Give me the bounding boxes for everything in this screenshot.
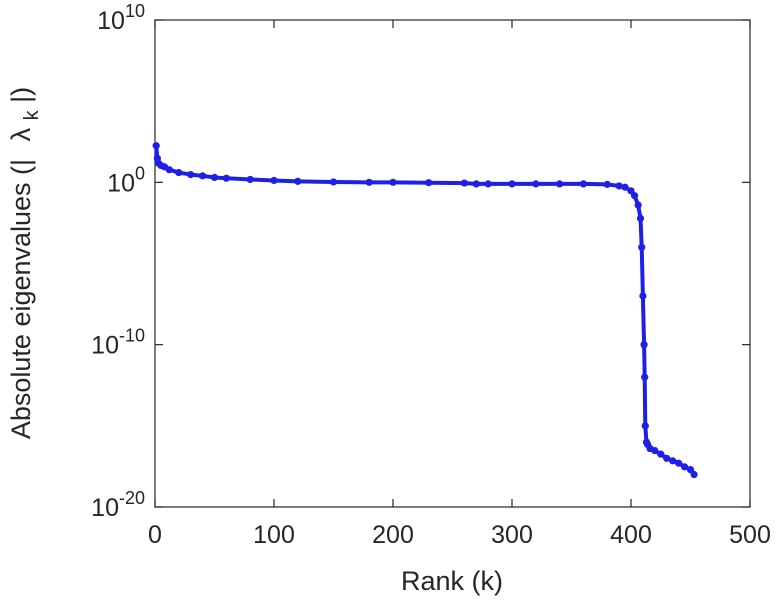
- data-point: [657, 450, 665, 458]
- x-tick-label: 400: [610, 521, 652, 549]
- data-point: [294, 177, 302, 185]
- data-point: [460, 179, 468, 187]
- data-point: [152, 142, 160, 150]
- y-axis-label-symbol: λ: [6, 127, 36, 141]
- data-point: [641, 373, 649, 381]
- x-tick-label: 500: [729, 521, 771, 549]
- data-point: [222, 174, 230, 182]
- y-tick-label: 10-10: [91, 326, 145, 360]
- data-point: [615, 182, 623, 190]
- data-point: [365, 178, 373, 186]
- y-axis-label-subscript: k: [21, 109, 43, 120]
- data-point: [651, 446, 659, 455]
- data-point: [639, 292, 647, 300]
- y-tick-label: 1010: [97, 1, 145, 35]
- x-tick-label: 0: [148, 521, 162, 549]
- data-point: [425, 179, 433, 187]
- data-point: [472, 180, 480, 188]
- data-point: [603, 180, 611, 188]
- plot-frame: [154, 19, 751, 508]
- x-tick-label: 300: [491, 521, 533, 549]
- plot-axes: [154, 19, 751, 508]
- data-point: [199, 172, 207, 180]
- y-axis-label-suffix: |): [6, 87, 36, 103]
- data-point: [329, 178, 338, 186]
- data-point: [621, 183, 629, 191]
- data-point: [690, 470, 698, 479]
- data-point: [270, 176, 278, 185]
- data-point: [636, 214, 645, 222]
- data-point: [663, 454, 671, 462]
- data-point: [175, 168, 183, 177]
- y-axis-label-prefix: Absolute eigenvalues (|: [6, 159, 36, 439]
- data-point: [638, 243, 646, 251]
- tick-marks: [154, 19, 751, 508]
- data-point: [680, 463, 689, 471]
- data-point: [630, 192, 639, 200]
- data-point: [634, 201, 642, 209]
- data-point: [210, 173, 219, 182]
- data-point: [389, 178, 397, 186]
- tick-labels: 0 100 200 300 400 500 10-20 10-10 100 1010: [91, 1, 771, 549]
- data-point: [187, 170, 195, 179]
- y-tick-label: 10-20: [91, 488, 145, 522]
- x-tick-label: 100: [253, 521, 295, 549]
- data-point: [675, 459, 683, 467]
- data-point: [556, 180, 564, 188]
- x-axis-label: Rank (k): [401, 566, 503, 596]
- data-point: [641, 422, 649, 430]
- y-tick-label: 100: [107, 163, 145, 197]
- data-point: [508, 180, 516, 188]
- data-point: [532, 180, 540, 188]
- data-point: [246, 175, 254, 184]
- data-point: [640, 341, 648, 349]
- y-axis-label: Absolute eigenvalues (| λ k |): [6, 87, 44, 439]
- data-point: [165, 166, 173, 174]
- data-point: [579, 180, 588, 188]
- x-tick-label: 200: [372, 521, 414, 549]
- series-layer: [152, 142, 698, 479]
- data-point: [484, 180, 492, 188]
- series-line: [154, 143, 697, 477]
- data-point: [669, 457, 677, 465]
